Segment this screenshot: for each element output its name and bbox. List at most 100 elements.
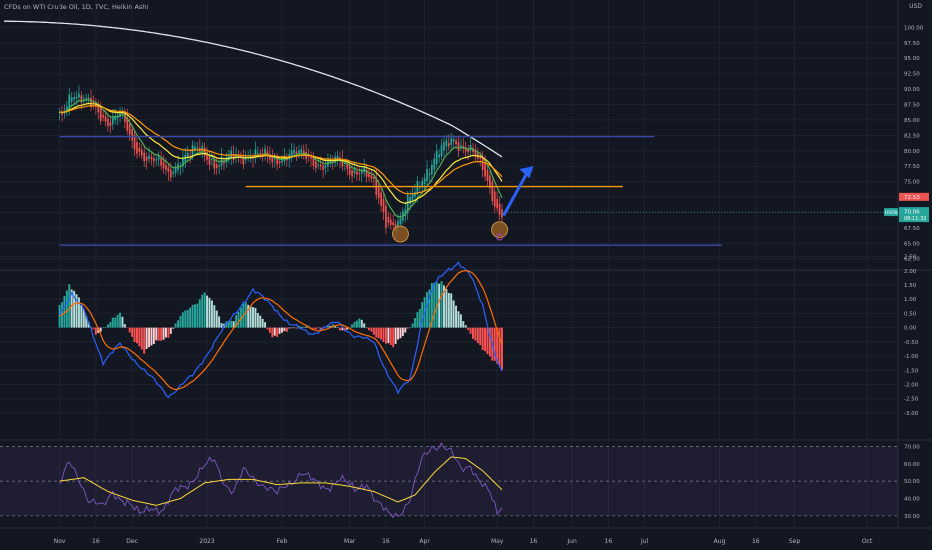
macd-histogram-bar (177, 320, 180, 328)
event-marker (496, 233, 504, 241)
candle-body (317, 164, 320, 166)
macd-histogram-bar (426, 292, 429, 328)
time-tick-label: Aug (714, 538, 726, 545)
macd-histogram-bar (157, 327, 160, 341)
candle-body (232, 153, 235, 160)
candle-body (264, 148, 266, 155)
macd-histogram-bar (94, 327, 97, 335)
macd-histogram-bar (218, 316, 221, 328)
candle-body (208, 155, 211, 165)
candle-body (479, 156, 482, 159)
macd-histogram-bar (189, 307, 192, 328)
candle-body (124, 112, 126, 122)
candle-body (464, 147, 467, 152)
ema-mid-line (59, 102, 503, 204)
macd-histogram-bar (380, 327, 383, 340)
macd-histogram-bar (126, 327, 129, 329)
chart-grid (0, 0, 932, 529)
candle-body (240, 155, 242, 157)
macd-histogram-bar (462, 321, 465, 328)
candle-body (162, 161, 165, 169)
candle-body (109, 122, 112, 126)
price-tick-label: 62.50 (904, 257, 920, 263)
macd-histogram-bar (239, 307, 242, 328)
macd-histogram-bar (82, 308, 85, 328)
candle-body (140, 149, 143, 156)
candle-body (104, 116, 107, 122)
candle-body (153, 158, 155, 162)
candle-body (310, 155, 312, 159)
candle-body (75, 97, 78, 99)
macd-histogram-bar (372, 327, 375, 335)
macd-histogram-bar (128, 327, 131, 333)
candle-body (61, 111, 63, 115)
time-tick-label: Mar (344, 538, 356, 545)
candle-body (90, 97, 92, 108)
candle-body (145, 156, 148, 161)
price-tick-label: 92.50 (904, 72, 920, 78)
candle-body (290, 150, 293, 157)
candle-body (107, 118, 109, 127)
candle-body (215, 164, 218, 168)
candle-body (435, 150, 438, 165)
time-tick-label: Oct (862, 538, 873, 545)
candle-body (365, 169, 368, 177)
macd-histogram-bar (302, 326, 305, 328)
macd-histogram-bar (496, 327, 499, 364)
macd-histogram-bar (85, 315, 88, 328)
macd-histogram-bar (382, 327, 385, 343)
macd-histogram-bar (271, 327, 274, 338)
macd-histogram-bar (121, 316, 124, 328)
candle-body (491, 181, 494, 202)
candle-body (201, 146, 204, 150)
macd-histogram-bar (75, 294, 78, 328)
macd-histogram-bar (203, 292, 206, 328)
macd-histogram-bar (256, 312, 259, 328)
macd-histogram-bar (394, 327, 397, 344)
macd-histogram-bar (77, 297, 80, 328)
candle-body (293, 149, 295, 154)
macd-histogram-bar (442, 285, 445, 328)
candle-body (133, 134, 136, 150)
macd-histogram-bar (164, 327, 167, 338)
candle-body (481, 157, 484, 170)
macd-histogram-bar (172, 327, 175, 329)
candle-body (496, 199, 498, 209)
candle-body (256, 152, 259, 154)
candle-body (370, 175, 373, 179)
candle-body (70, 97, 73, 102)
macd-histogram-bar (288, 327, 291, 329)
candle-body (324, 165, 327, 168)
candle-body (411, 193, 414, 201)
chart-title: CFDs on WTI Crude Oil, 1D, TVC, Heikin A… (4, 3, 149, 11)
macd-histogram-bar (486, 327, 489, 355)
candle-body (336, 155, 339, 160)
candle-body (131, 129, 133, 141)
macd-histogram-bar (334, 325, 337, 328)
candle-body (358, 173, 361, 175)
candle-body (377, 186, 380, 199)
price-tick-label: 75.00 (904, 180, 920, 186)
macd-histogram-bar (68, 284, 71, 328)
macd-histogram-bar (220, 323, 223, 328)
macd-histogram-bar (230, 320, 233, 328)
macd-histogram-bar (215, 310, 218, 328)
macd-histogram-bar (300, 326, 303, 328)
macd-histogram-bar (109, 321, 112, 328)
macd-histogram-bar (467, 327, 470, 331)
macd-tick-label: 1.00 (904, 297, 917, 303)
rsi-line (59, 442, 503, 519)
candle-body (493, 191, 496, 207)
candle-body (498, 203, 501, 216)
candle-body (237, 155, 240, 157)
candle-body (206, 151, 208, 160)
candle-body (421, 181, 424, 187)
macd-histogram-bar (145, 327, 148, 350)
candle-body (360, 171, 363, 174)
macd-histogram-bar (305, 326, 308, 328)
time-tick-label: 16 (752, 538, 760, 545)
macd-histogram-bar (206, 295, 209, 328)
macd-histogram-bar (438, 283, 441, 328)
macd-histogram-bar (375, 327, 378, 338)
